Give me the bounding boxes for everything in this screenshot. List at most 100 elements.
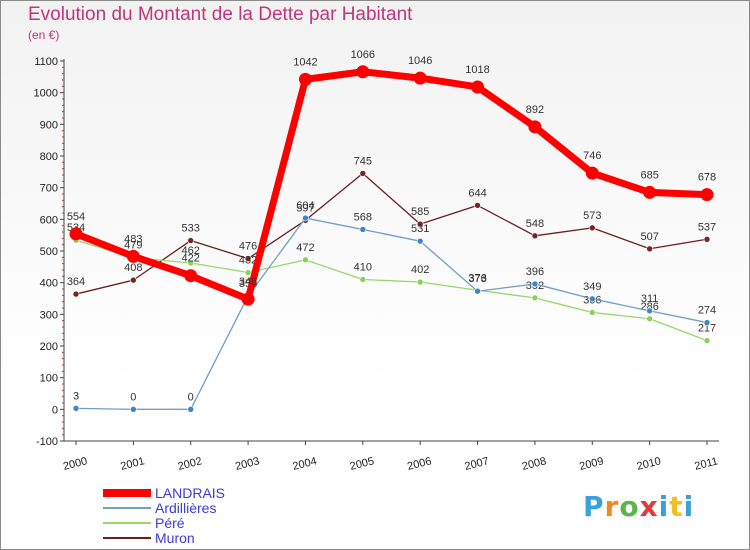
data-label: 408 <box>124 262 142 274</box>
unit-label: (en €) <box>28 28 60 42</box>
legend-label: Ardillières <box>155 500 216 516</box>
data-label: 217 <box>698 323 716 335</box>
data-label: 1018 <box>465 64 489 76</box>
series-landrais: 554 483 422 348 1042 1066 1046 1018 892 746 685 678 <box>67 49 716 306</box>
data-point <box>416 220 424 228</box>
data-label: 432 <box>239 255 257 267</box>
data-label: 548 <box>526 218 544 230</box>
y-tick-label: 800 <box>40 151 58 163</box>
data-label: 533 <box>182 223 200 235</box>
x-tick-label: 2001 <box>119 455 146 473</box>
data-label: 597 <box>296 202 314 214</box>
data-point <box>72 290 80 298</box>
data-label: 373 <box>468 273 486 285</box>
data-label: 483 <box>124 233 142 245</box>
series-péré: 534479462432472410402376352306286217 <box>67 222 716 344</box>
data-point <box>184 269 198 283</box>
legend-label: LANDRAIS <box>155 485 225 501</box>
data-label: 892 <box>526 104 544 116</box>
data-label: 573 <box>583 210 601 222</box>
data-label: 678 <box>698 172 716 184</box>
y-tick-label: 900 <box>40 119 58 131</box>
data-point <box>700 188 714 202</box>
data-label: 472 <box>296 242 314 254</box>
y-tick-label: 700 <box>40 183 58 195</box>
data-label: 349 <box>583 281 601 293</box>
data-point <box>646 307 653 315</box>
series-line <box>75 239 708 342</box>
legend-item: Ardillières <box>103 500 216 516</box>
x-tick-label: 2003 <box>234 455 261 473</box>
data-label: 402 <box>411 264 429 276</box>
x-tick-label: 2004 <box>291 455 318 473</box>
data-point <box>471 80 485 94</box>
data-label: 376 <box>468 272 486 284</box>
data-label: 531 <box>411 223 429 235</box>
data-point <box>474 202 481 209</box>
y-tick-label: 1100 <box>34 56 58 68</box>
y-tick-label: 600 <box>40 214 58 226</box>
x-tick-label: 2010 <box>636 455 663 473</box>
data-label: 479 <box>124 240 142 252</box>
chart-title: Evolution du Montant de la Dette par Hab… <box>28 4 413 25</box>
data-label: 1042 <box>293 56 317 68</box>
data-point <box>72 405 80 412</box>
data-point <box>588 295 596 303</box>
data-label: 644 <box>468 187 486 199</box>
data-point <box>69 227 83 241</box>
data-label: 745 <box>354 155 372 167</box>
data-point <box>130 276 137 284</box>
data-label: 568 <box>354 211 372 223</box>
axes: -100010020030040050060070080090010001100… <box>34 56 720 473</box>
data-label: 396 <box>526 266 544 278</box>
data-point <box>416 237 424 245</box>
x-tick-label: 2005 <box>349 455 376 473</box>
legend-label: Muron <box>155 530 195 546</box>
data-label: 685 <box>640 169 658 181</box>
data-label: 604 <box>296 200 314 212</box>
data-point <box>187 237 195 244</box>
data-point <box>359 276 367 283</box>
data-point <box>302 214 309 222</box>
data-point <box>474 287 481 295</box>
series-layer: 3644085334765977455856445485735075375344… <box>67 49 716 413</box>
data-point <box>703 235 711 243</box>
legend-item: Péré <box>103 515 185 531</box>
data-point <box>643 185 657 199</box>
data-label: 364 <box>67 276 85 288</box>
data-label: 0 <box>130 391 136 403</box>
y-tick-label: 100 <box>40 373 58 385</box>
data-label: 3 <box>73 390 79 402</box>
data-point <box>302 256 309 264</box>
y-tick-label: 0 <box>52 404 58 416</box>
data-point <box>588 309 596 316</box>
legend-item: Muron <box>103 530 195 546</box>
data-label: 507 <box>640 231 658 243</box>
data-point <box>646 245 653 253</box>
data-label: 422 <box>182 253 200 265</box>
x-tick-label: 2009 <box>578 455 605 473</box>
series-line <box>75 217 708 410</box>
x-tick-label: 2002 <box>177 455 204 473</box>
data-point <box>531 280 539 288</box>
data-point <box>416 278 424 286</box>
data-label: 274 <box>698 305 716 317</box>
data-point <box>588 224 596 232</box>
data-point <box>244 255 252 262</box>
data-point <box>359 170 367 177</box>
y-tick-label: 400 <box>40 278 58 290</box>
data-point <box>356 65 370 79</box>
data-label: 476 <box>239 241 257 253</box>
data-point <box>413 71 427 85</box>
data-point <box>244 269 252 276</box>
data-label: 554 <box>67 211 85 223</box>
series-muron: 364 408 533 476 597 745 585 644 548 573 507 537 <box>67 155 716 298</box>
data-label: 1046 <box>408 55 432 67</box>
data-label: 462 <box>182 245 200 257</box>
data-label: 311 <box>641 293 659 305</box>
data-point <box>528 120 542 134</box>
y-tick-label: -100 <box>36 436 58 448</box>
